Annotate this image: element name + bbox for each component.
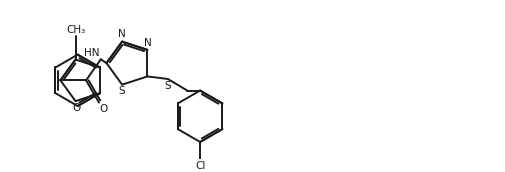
Text: N: N xyxy=(118,29,126,39)
Text: N: N xyxy=(143,37,151,47)
Text: CH₃: CH₃ xyxy=(66,25,85,35)
Text: HN: HN xyxy=(84,48,99,58)
Text: O: O xyxy=(72,103,80,113)
Text: O: O xyxy=(99,104,108,114)
Text: Cl: Cl xyxy=(194,161,205,171)
Text: S: S xyxy=(164,81,171,91)
Text: S: S xyxy=(118,87,124,96)
